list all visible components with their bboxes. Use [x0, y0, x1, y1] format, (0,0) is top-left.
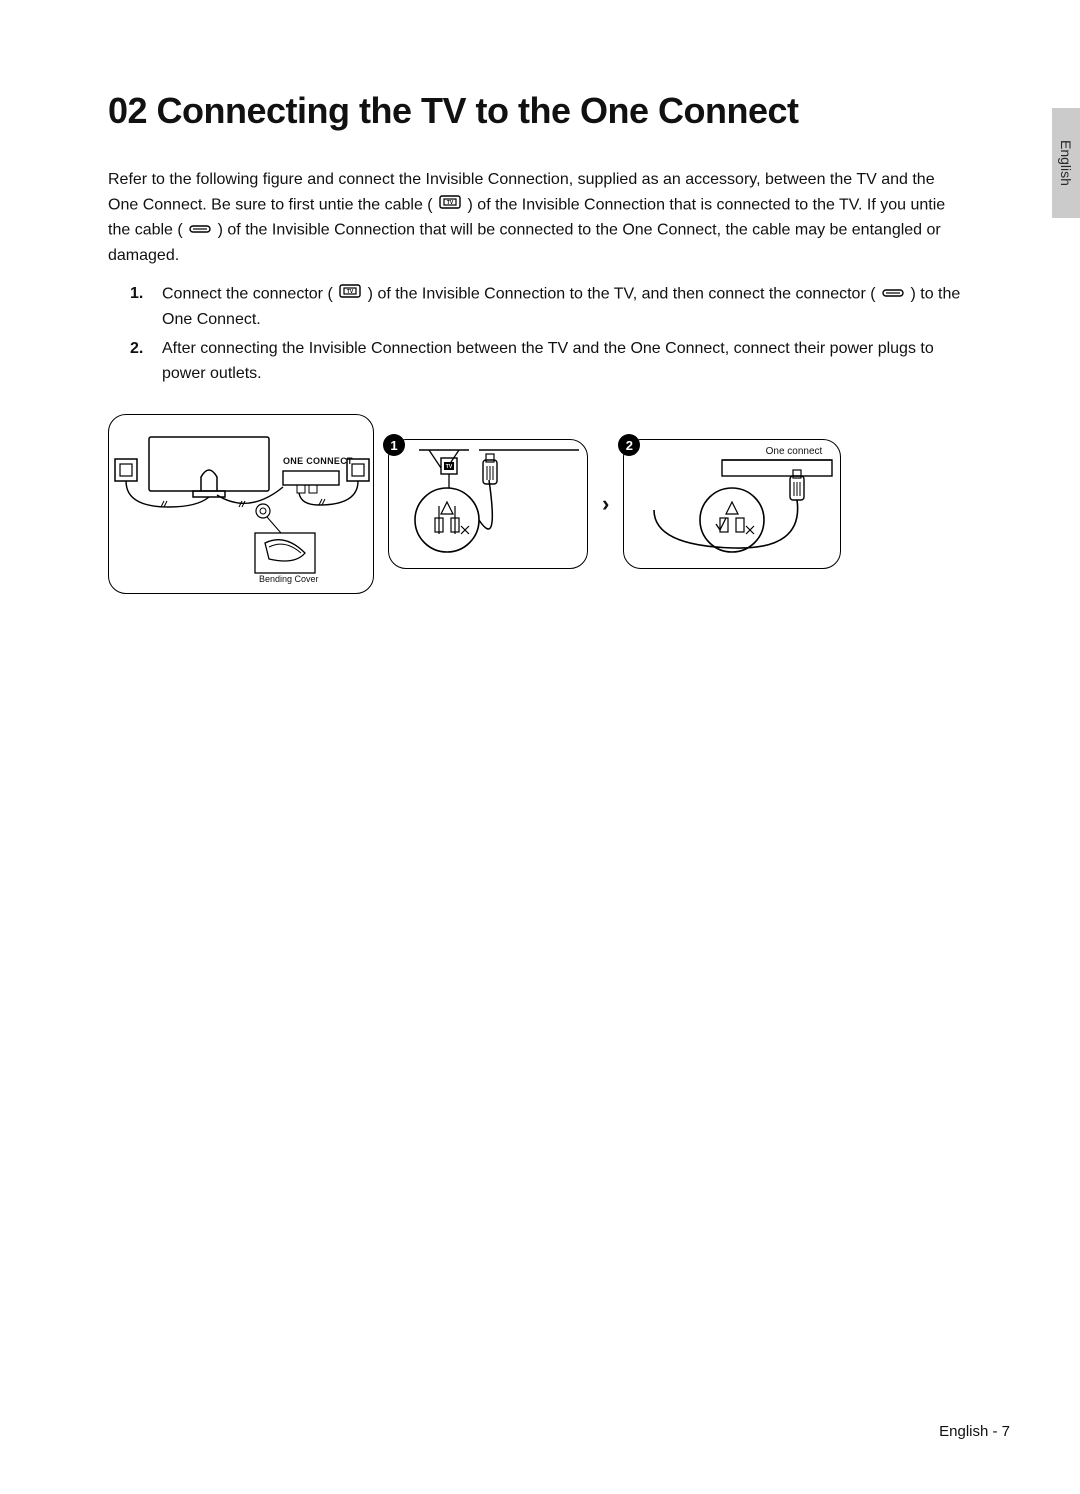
svg-text:TV: TV	[447, 200, 454, 206]
flat-connector-icon	[882, 282, 904, 307]
figure-overview: ONE CONNECT Bending Cover	[108, 414, 374, 594]
bending-cover-label-text: Bending Cover	[259, 574, 319, 584]
flat-connector-icon	[189, 218, 211, 243]
page-heading: 02 Connecting the TV to the One Connect	[108, 90, 1010, 132]
tv-connector-icon: TV	[339, 282, 361, 307]
svg-text:TV: TV	[347, 289, 354, 295]
one-connect-top-label: One connect	[766, 446, 823, 457]
page-footer: English - 7	[939, 1423, 1010, 1440]
arrow-icon: ›	[602, 491, 609, 517]
step-2-text: After connecting the Invisible Connectio…	[162, 340, 934, 382]
page: English 02 Connecting the TV to the One …	[0, 0, 1080, 1494]
one-connect-label-text: ONE CONNECT	[283, 456, 353, 466]
tv-connector-icon: TV	[439, 193, 461, 218]
steps-list: Connect the connector ( TV ) of the Invi…	[158, 282, 978, 386]
figure-overview-svg	[109, 415, 375, 595]
intro-paragraph: Refer to the following figure and connec…	[108, 168, 968, 268]
step-1: Connect the connector ( TV ) of the Invi…	[158, 282, 978, 332]
step-1b: ) of the Invisible Connection to the TV,…	[368, 286, 876, 303]
figure-tv-connector: 1 TV	[388, 439, 588, 569]
figure-one-connect-svg	[624, 440, 842, 570]
language-tab: English	[1052, 108, 1080, 218]
intro-text-3: ) of the Invisible Connection that will …	[108, 222, 941, 264]
language-tab-label: English	[1058, 140, 1074, 186]
step-2: After connecting the Invisible Connectio…	[158, 337, 978, 387]
figures-row: ONE CONNECT Bending Cover 1 TV	[108, 414, 1010, 594]
svg-text:TV: TV	[446, 464, 453, 470]
step-1a: Connect the connector (	[162, 286, 333, 303]
figure-one-connect: 2 One connect	[623, 439, 841, 569]
figure-tv-connector-svg: TV	[389, 440, 589, 570]
